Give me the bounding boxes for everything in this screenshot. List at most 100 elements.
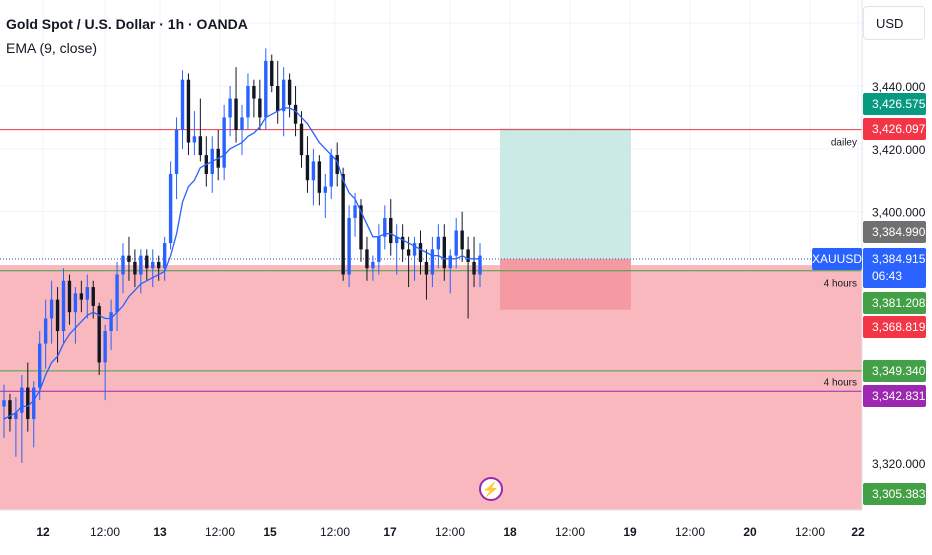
candle-body xyxy=(103,331,107,363)
time-tick-label: 12:00 xyxy=(90,525,120,539)
candle-body xyxy=(240,117,244,130)
time-axis-bg xyxy=(0,510,862,550)
candle-body xyxy=(305,155,310,181)
candle-body xyxy=(400,236,405,250)
current-price-badge xyxy=(863,248,926,288)
ema-line-path xyxy=(3,107,480,420)
candle-body xyxy=(353,205,357,218)
candle-body xyxy=(264,60,268,118)
time-tick-label: 15 xyxy=(263,525,277,539)
demand-zone xyxy=(0,265,862,510)
current-price-value: 3,384.915 xyxy=(872,252,926,266)
candle-body xyxy=(466,249,470,262)
candle-body xyxy=(365,249,369,269)
time-tick-label: 19 xyxy=(623,525,637,539)
candle-body xyxy=(85,287,89,300)
symbol-badge xyxy=(812,248,862,270)
time-tick-label: 12:00 xyxy=(320,525,350,539)
lightning-icon[interactable]: ⚡ xyxy=(479,477,503,501)
candle-body xyxy=(14,412,18,420)
candle-body xyxy=(418,243,423,262)
time-axis[interactable]: 12 12:00 13 12:00 15 12:00 17 12:00 18 12:00 19 12:… xyxy=(0,509,865,550)
symbol-label: XAUUSD xyxy=(812,252,862,266)
time-tick-label: 12:00 xyxy=(675,525,705,539)
candle-body xyxy=(61,280,66,332)
countdown-label: 06:43 xyxy=(872,269,902,283)
price-badge-label: 3,426.097 xyxy=(872,122,926,136)
candle-body xyxy=(91,287,95,306)
candle-body xyxy=(145,255,149,269)
candle-body xyxy=(234,98,238,130)
candle-body xyxy=(389,217,393,244)
candle-body xyxy=(127,255,131,262)
candle-body xyxy=(258,98,262,118)
candle-body xyxy=(276,86,280,112)
time-tick-label: 12:00 xyxy=(555,525,585,539)
candle-body xyxy=(442,236,446,269)
time-tick-label: 22 xyxy=(851,525,865,539)
time-tick-label: 12:00 xyxy=(435,525,465,539)
candle-body xyxy=(8,400,12,420)
price-badge-label: 3,342.831 xyxy=(872,389,926,403)
candle-body xyxy=(186,79,191,143)
price-badge-label: 3,305.383 xyxy=(872,487,926,501)
price-badge-label: 3,381.208 xyxy=(872,296,926,310)
candle-body xyxy=(43,318,48,344)
candle-body xyxy=(246,86,250,118)
candle-body xyxy=(299,123,304,156)
chart-title: Gold Spot / U.S. Dollar · 1h · OANDA xyxy=(6,16,248,32)
candle-body xyxy=(20,387,24,413)
candle-body xyxy=(383,217,387,237)
candle-body xyxy=(448,255,452,269)
price-tick-label: 3,420.000 xyxy=(872,143,926,157)
time-tick-label: 17 xyxy=(383,525,397,539)
candle-body xyxy=(323,186,327,193)
time-tick-label: 12 xyxy=(36,525,50,539)
price-badge xyxy=(863,292,926,314)
candle-body xyxy=(454,230,458,256)
price-badge xyxy=(863,385,926,407)
price-badge-label: 3,384.990 xyxy=(872,225,926,239)
candle-body xyxy=(478,255,482,275)
price-tick-label: 3,440.000 xyxy=(872,80,926,94)
candle-body xyxy=(460,230,464,250)
candle-body xyxy=(38,343,42,388)
price-badge xyxy=(863,118,926,140)
currency-selector[interactable]: USD xyxy=(863,6,925,40)
candle-body xyxy=(2,400,6,407)
price-badge-label: 3,349.340 xyxy=(872,364,926,378)
candle-body xyxy=(168,173,173,244)
candle-body xyxy=(406,249,411,256)
price-badge xyxy=(863,316,926,338)
price-badge xyxy=(863,93,926,115)
indicator-label[interactable]: EMA (9, close) xyxy=(6,40,98,56)
time-tick-label: 18 xyxy=(503,525,517,539)
price-tick-label: 3,400.000 xyxy=(872,206,926,220)
level-lines: dailey 4 hours 4 hours xyxy=(0,129,862,392)
zone-label: 4 hours xyxy=(824,377,857,388)
candle-body xyxy=(79,293,84,300)
candle-body xyxy=(109,312,113,332)
candle-body xyxy=(157,261,161,269)
candle-body xyxy=(436,236,441,250)
candle-body xyxy=(32,387,36,420)
candle-body xyxy=(97,305,101,363)
candle-body xyxy=(270,60,274,86)
time-tick-label: 12:00 xyxy=(795,525,825,539)
price-badge xyxy=(863,360,926,382)
price-badge xyxy=(863,483,926,505)
price-badges: 3,426.575 3,426.097 3,384.990 3,384.915 06:4… xyxy=(812,93,926,505)
candle-body xyxy=(430,249,435,275)
candle-body xyxy=(252,86,256,99)
candle-body xyxy=(359,205,363,250)
time-tick-label: 20 xyxy=(743,525,757,539)
candle-body xyxy=(287,79,292,105)
candle-body xyxy=(412,243,417,256)
candle-body xyxy=(371,261,375,269)
time-tick-label: 12:00 xyxy=(205,525,235,539)
candlesticks xyxy=(2,48,482,463)
candle-body xyxy=(293,104,298,124)
candle-body xyxy=(281,79,286,112)
